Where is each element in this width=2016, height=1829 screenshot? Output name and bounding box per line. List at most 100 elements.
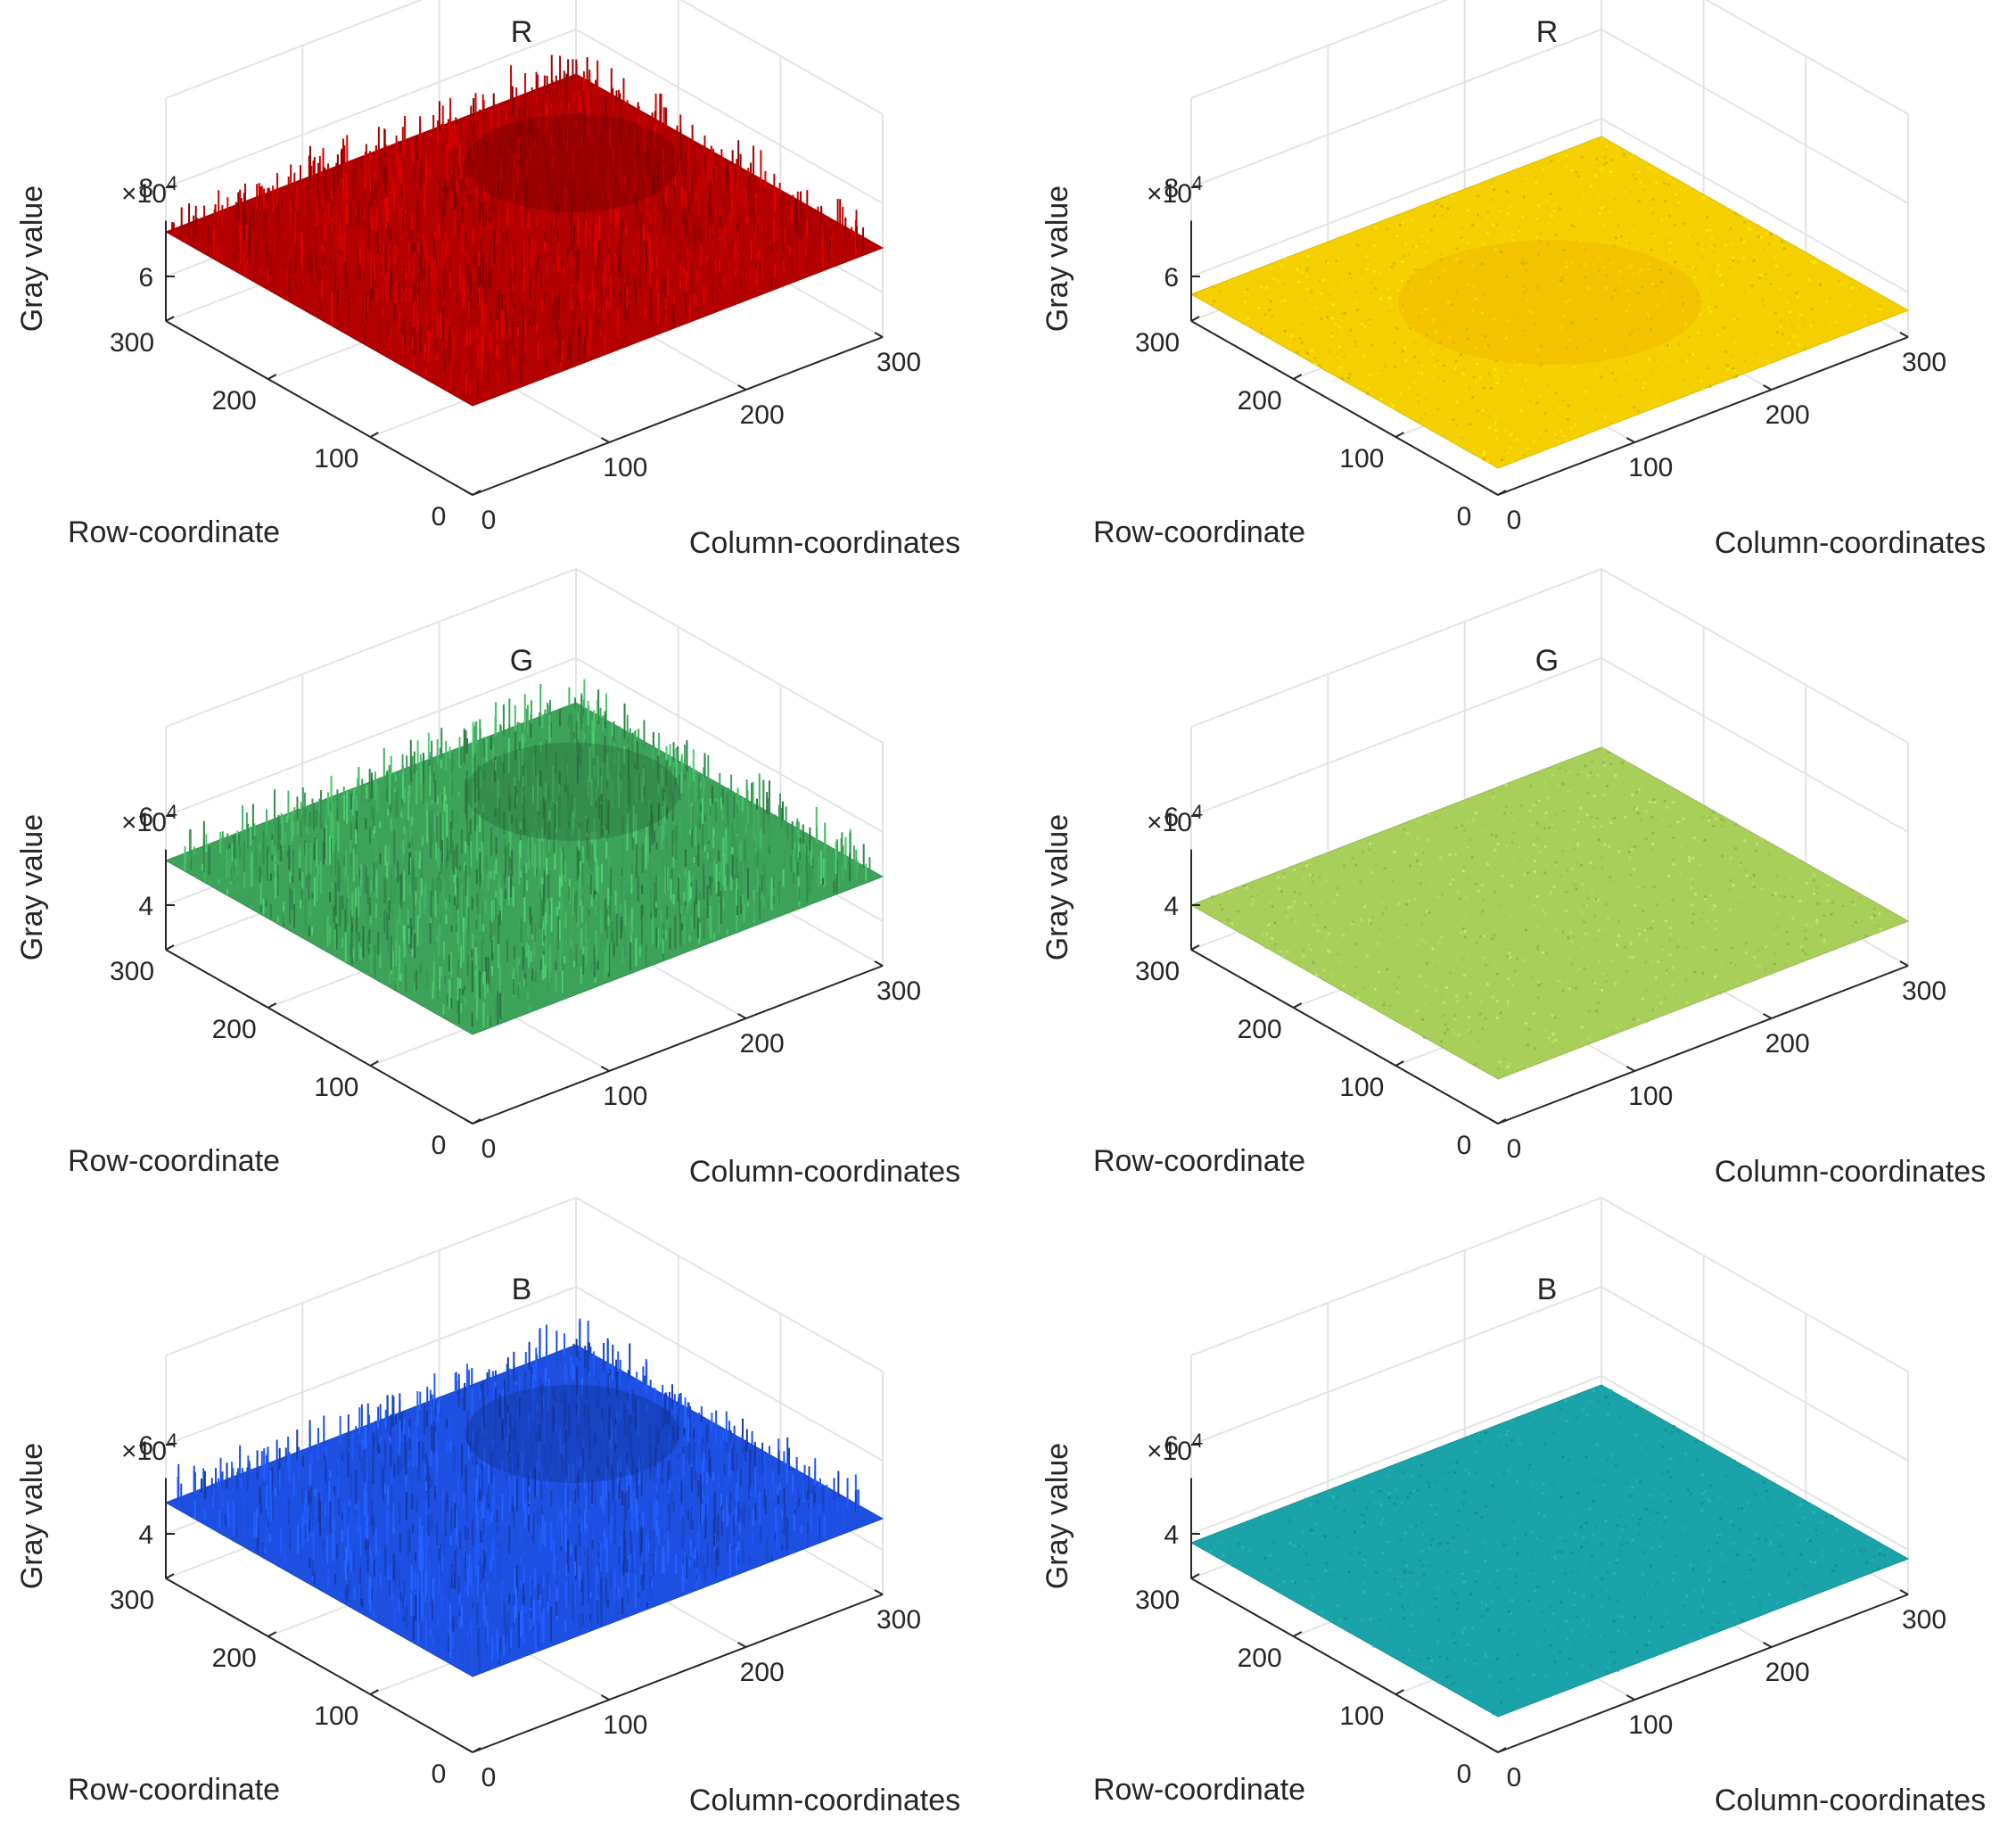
x-tick-label: 300 <box>1902 1605 1946 1635</box>
y-tick-label: 0 <box>1457 1759 1472 1789</box>
y-axis-line <box>1190 1578 1499 1753</box>
subplot-title: R <box>511 15 533 49</box>
x-axis-line <box>1497 1594 1909 1753</box>
z-multiplier: ×104 <box>121 1429 177 1466</box>
y-tick-label: 200 <box>1238 1015 1282 1044</box>
x-axis-line <box>1497 965 1909 1125</box>
x-tick-label: 300 <box>1902 976 1946 1006</box>
y-tick-label: 300 <box>110 1586 154 1615</box>
panels-group: 0 100 200 300 0 100 200 300 6 8 ×104 R Column-coordi… <box>15 0 1986 1817</box>
y-tick-label: 0 <box>1457 1131 1472 1160</box>
surface-plane <box>1189 746 1910 1080</box>
surface <box>1189 1384 1910 1718</box>
y-tick-label: 100 <box>1339 1073 1384 1102</box>
y-axis-label: Row-coordinate <box>68 515 280 549</box>
surface <box>1189 746 1910 1080</box>
x-tick-label: 0 <box>481 506 497 535</box>
x-axis-label: Column-coordinates <box>689 1155 960 1189</box>
z-axis-label: Gray value <box>1041 185 1074 332</box>
z-tick-label: 4 <box>138 892 153 921</box>
x-tick-label: 200 <box>740 1029 785 1059</box>
x-tick-label: 0 <box>481 1763 497 1792</box>
x-tick-label: 0 <box>1507 1763 1522 1792</box>
x-tick-label: 0 <box>1507 1134 1522 1164</box>
subplot-r-rough: 0 100 200 300 0 100 200 300 6 8×104 R Column-coordi… <box>15 0 960 560</box>
z-multiplier: ×104 <box>121 172 177 209</box>
y-tick-label: 300 <box>1135 328 1180 358</box>
z-tick-label: 6 <box>138 803 153 832</box>
surface <box>164 679 885 1035</box>
y-tick-label: 200 <box>1238 1644 1282 1673</box>
y-axis-line <box>1190 320 1499 496</box>
z-tick-label: 4 <box>1164 1520 1179 1550</box>
y-axis-line <box>1190 949 1499 1125</box>
axes: 0 100 200 300 0 100 200 300 4 6×104 <box>110 1429 921 1792</box>
y-tick-label: 100 <box>314 1073 358 1102</box>
x-tick-label: 0 <box>1507 506 1522 535</box>
x-axis-label: Column-coordinates <box>1715 1155 1986 1189</box>
x-axis-label: Column-coordinates <box>1715 526 1986 560</box>
x-tick-label: 100 <box>603 1082 647 1111</box>
x-axis-line <box>472 1594 884 1753</box>
x-axis-label: Column-coordinates <box>689 1784 960 1817</box>
subplot-r-flat: 0 100 200 300 0 100 200 300 6 8×104 R Column-coordi… <box>1041 0 1986 560</box>
y-tick-label: 200 <box>212 386 257 416</box>
axes: 0 100 200 300 0 100 200 300 6 8×104 <box>1135 172 1946 535</box>
x-tick-label: 200 <box>1765 400 1810 430</box>
y-axis-line <box>165 320 473 496</box>
z-tick-label: 6 <box>1164 803 1179 832</box>
y-axis-label: Row-coordinate <box>1093 1773 1305 1807</box>
x-tick-label: 200 <box>740 1658 785 1687</box>
x-tick-label: 300 <box>876 976 921 1006</box>
subplot-title: G <box>1535 644 1559 678</box>
y-tick-label: 200 <box>1238 386 1282 416</box>
x-tick-label: 100 <box>1628 453 1673 482</box>
y-tick-label: 300 <box>1135 1586 1180 1615</box>
z-axis-label: Gray value <box>15 1443 49 1589</box>
axes: 0 100 200 300 0 100 200 300 4 6×104 <box>110 801 921 1164</box>
y-axis-line <box>165 949 473 1125</box>
y-tick-label: 300 <box>1135 957 1180 986</box>
x-tick-label: 200 <box>1765 1658 1810 1687</box>
z-axis-label: Gray value <box>15 185 49 332</box>
surface-plane <box>1189 136 1910 469</box>
x-tick-label: 0 <box>481 1134 497 1164</box>
y-axis-label: Row-coordinate <box>68 1773 280 1807</box>
subplot-title: B <box>512 1273 532 1306</box>
x-tick-label: 100 <box>603 453 647 482</box>
z-tick-label: 6 <box>138 1431 153 1461</box>
z-axis-label: Gray value <box>1041 1443 1074 1589</box>
y-tick-label: 200 <box>212 1644 257 1673</box>
z-multiplier: ×104 <box>1147 801 1203 837</box>
y-tick-label: 200 <box>212 1015 257 1044</box>
y-axis-label: Row-coordinate <box>1093 515 1305 549</box>
subplot-g-flat: 0 100 200 300 0 100 200 300 4 6×104 G Column-coordi… <box>1041 568 1986 1189</box>
x-tick-label: 100 <box>1628 1082 1673 1111</box>
x-tick-label: 100 <box>1628 1710 1673 1740</box>
x-tick-label: 300 <box>876 348 921 377</box>
z-multiplier: ×104 <box>121 801 177 837</box>
z-tick-label: 6 <box>138 263 153 292</box>
y-tick-label: 100 <box>314 444 358 474</box>
axes: 0 100 200 300 0 100 200 300 4 6×104 <box>1135 801 1946 1164</box>
z-tick-label: 8 <box>1164 174 1179 203</box>
y-tick-label: 0 <box>432 502 447 531</box>
subplot-g-rough: 0 100 200 300 0 100 200 300 4 6×104 G Column-coordi… <box>15 568 960 1189</box>
subplot-title: G <box>510 644 533 678</box>
x-axis-label: Column-coordinates <box>689 526 960 560</box>
z-axis-label: Gray value <box>15 814 49 960</box>
surface <box>1189 136 1910 469</box>
y-axis-label: Row-coordinate <box>1093 1144 1305 1178</box>
x-tick-label: 100 <box>603 1710 647 1740</box>
y-axis-label: Row-coordinate <box>68 1144 280 1178</box>
z-tick-label: 4 <box>138 1520 153 1550</box>
x-tick-label: 300 <box>876 1605 921 1635</box>
x-axis-label: Column-coordinates <box>1715 1784 1986 1817</box>
subplot-b-flat: 0 100 200 300 0 100 200 300 4 6×104 B Column-coordi… <box>1041 1197 1986 1817</box>
y-tick-label: 100 <box>1339 1701 1384 1731</box>
y-axis-line <box>165 1578 473 1753</box>
surface <box>164 1318 885 1677</box>
y-tick-label: 0 <box>432 1131 447 1160</box>
y-tick-label: 0 <box>432 1759 447 1789</box>
